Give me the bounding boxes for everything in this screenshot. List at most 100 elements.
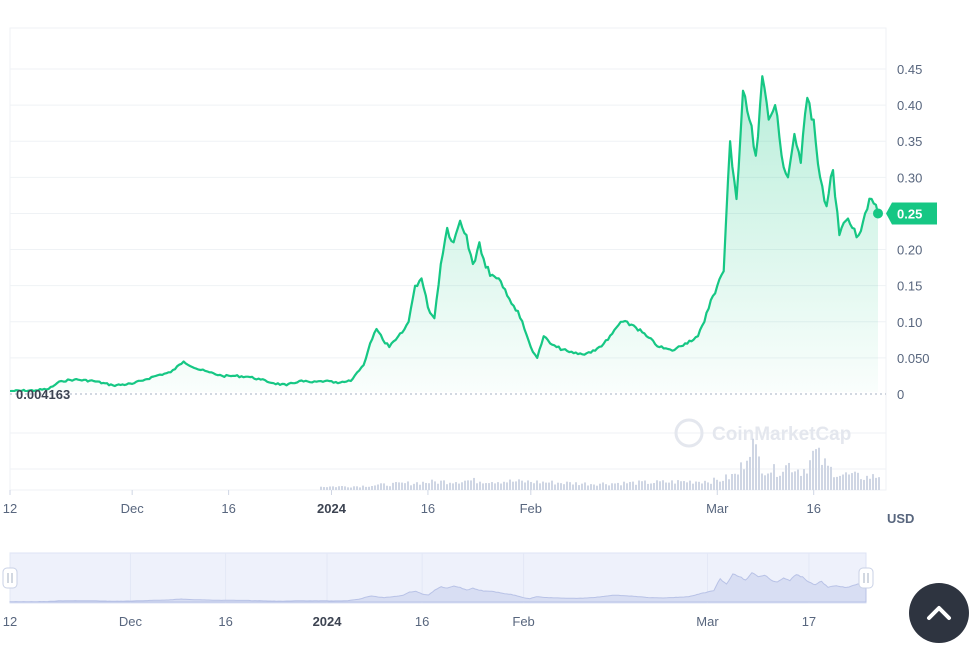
volume-bar [593, 484, 595, 490]
volume-bar [785, 465, 787, 490]
watermark-logo: CoinMarketCap [674, 418, 851, 448]
volume-bar [533, 483, 535, 490]
volume-bar [323, 487, 325, 490]
volume-bar [512, 481, 514, 490]
volume-bar [329, 486, 331, 490]
volume-bar [755, 444, 757, 490]
volume-bar [599, 483, 601, 490]
volume-bar [752, 438, 754, 490]
volume-bar [794, 471, 796, 490]
watermark-icon [674, 418, 704, 448]
y-tick-label: 0.20 [897, 243, 922, 258]
x-axis: 12 Dec 16 2024 16 Feb Mar 16 [3, 490, 821, 516]
volume-bar [845, 472, 847, 490]
volume-bar [602, 482, 604, 490]
volume-bar [758, 456, 760, 490]
scroll-to-top-button[interactable] [909, 583, 969, 643]
y-tick-label: 0.30 [897, 170, 922, 185]
navigator-handle-right[interactable] [858, 567, 874, 589]
volume-bar [851, 473, 853, 490]
x-tick-label: 16 [421, 501, 435, 516]
volume-bar [572, 484, 574, 490]
volume-bar [428, 483, 430, 490]
volume-bar [743, 469, 745, 490]
navigator-handle-left[interactable] [2, 567, 18, 589]
volume-bar [617, 482, 619, 490]
volume-bar [413, 483, 415, 490]
volume-bar [653, 483, 655, 490]
volume-bar [542, 481, 544, 490]
volume-bar [560, 483, 562, 490]
volume-bar [461, 482, 463, 490]
volume-bar [866, 475, 868, 490]
x-tick-label: 2024 [317, 501, 347, 516]
volume-bar [341, 486, 343, 490]
volume-bar [458, 483, 460, 490]
volume-bar [506, 482, 508, 490]
volume-bar [635, 484, 637, 490]
current-price-label: 0.25 [897, 206, 922, 221]
navigator-tick-label: 16 [218, 614, 232, 629]
volume-bar [791, 472, 793, 490]
volume-bar [551, 480, 553, 490]
volume-bar [437, 483, 439, 490]
volume-bar [833, 477, 835, 490]
volume-bar [647, 483, 649, 490]
volume-bar [608, 485, 610, 490]
volume-bar [320, 486, 322, 490]
volume-bar [362, 485, 364, 490]
volume-bar [650, 483, 652, 490]
volume-bar [521, 480, 523, 490]
volume-bar [482, 483, 484, 490]
volume-bar [761, 473, 763, 490]
volume-bar [353, 486, 355, 490]
volume-bar [557, 482, 559, 490]
volume-bar [692, 483, 694, 490]
volume-bar [455, 482, 457, 490]
volume-bar [419, 484, 421, 490]
volume-bar [854, 471, 856, 490]
volume-bar [860, 479, 862, 490]
price-area [10, 76, 878, 392]
volume-bar [473, 477, 475, 490]
volume-bar [539, 483, 541, 490]
volume-bar [686, 482, 688, 490]
volume-bar [749, 456, 751, 490]
x-tick-label: Mar [706, 501, 729, 516]
volume-bar [332, 486, 334, 490]
volume-bar [800, 475, 802, 490]
volume-bar [641, 481, 643, 490]
volume-bar [464, 480, 466, 490]
volume-bar [656, 480, 658, 490]
volume-bar [452, 483, 454, 490]
volume-bar [869, 478, 871, 490]
x-tick-label: Dec [121, 501, 145, 516]
volume-bar [422, 481, 424, 490]
volume-bar [503, 481, 505, 490]
volume-bar [569, 482, 571, 490]
volume-bar [371, 486, 373, 490]
volume-bar [530, 481, 532, 490]
volume-bar [404, 483, 406, 490]
volume-bar [683, 481, 685, 490]
volume-bar [782, 471, 784, 490]
volume-bar [536, 480, 538, 490]
volume-bar [770, 472, 772, 490]
volume-bar [824, 458, 826, 490]
volume-bar [407, 481, 409, 490]
volume-bar [338, 486, 340, 490]
volume-bar [491, 482, 493, 490]
volume-bar [746, 460, 748, 490]
base-value-label: 0.004163 [16, 387, 70, 402]
volume-bar [467, 480, 469, 490]
navigator-tick-label: 12 [3, 614, 17, 629]
x-tick-label: 16 [806, 501, 820, 516]
range-navigator[interactable]: 12 Dec 16 2024 16 Feb Mar 17 [2, 552, 874, 629]
volume-bar [392, 482, 394, 490]
volume-bar [386, 485, 388, 490]
volume-bar [839, 475, 841, 490]
volume-bar [431, 479, 433, 490]
volume-bar [620, 485, 622, 490]
y-tick-label: 0.10 [897, 315, 922, 330]
